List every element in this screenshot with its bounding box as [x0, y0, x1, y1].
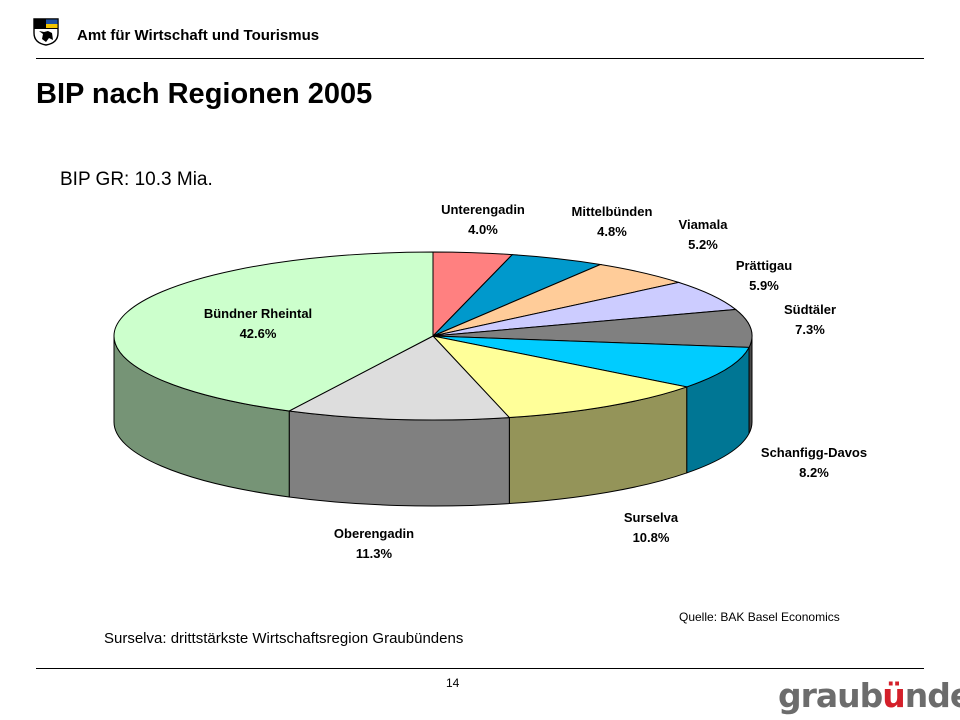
- pie-slice-sudtaler: [432, 308, 753, 348]
- slice-label-surselva: Surselva: [624, 510, 679, 525]
- slice-value-viamala: 5.2%: [688, 237, 718, 252]
- slice-value-prattigau: 5.9%: [749, 278, 779, 293]
- slice-value-bundner-rheintal: 42.6%: [240, 326, 277, 341]
- slice-label-unterengadin: Unterengadin: [441, 202, 525, 217]
- source-note: Quelle: BAK Basel Economics: [679, 610, 840, 624]
- pie-slice-bundner-rheintal: [113, 251, 434, 412]
- slice-value-schanfigg-davos: 8.2%: [799, 465, 829, 480]
- pie-slice-surselva: [431, 335, 689, 419]
- page-title: BIP nach Regionen 2005: [36, 78, 373, 110]
- slice-label-oberengadin: Oberengadin: [334, 526, 414, 541]
- slice-label-sudtaler: Südtäler: [784, 302, 836, 317]
- slice-label-viamala: Viamala: [679, 217, 729, 232]
- slice-label-mittelbunden: Mittelbünden: [572, 204, 653, 219]
- organization-name: Amt für Wirtschaft und Tourismus: [77, 27, 320, 44]
- pie-slice-schanfigg-davos: [432, 335, 750, 388]
- pie-slice-oberengadin: [287, 335, 511, 421]
- slice-label-schanfigg-davos: Schanfigg-Davos: [761, 445, 867, 460]
- page-number: 14: [446, 676, 460, 690]
- slice-value-oberengadin: 11.3%: [356, 546, 393, 561]
- slice-value-mittelbunden: 4.8%: [597, 224, 627, 239]
- footnote: Surselva: drittstärkste Wirtschaftsregio…: [104, 630, 464, 647]
- slice-value-sudtaler: 7.3%: [795, 322, 825, 337]
- header-divider: [36, 58, 924, 59]
- slice-value-surselva: 10.8%: [633, 530, 670, 545]
- coat-of-arms-logo: [33, 18, 59, 46]
- slice-label-prattigau: Prättigau: [736, 258, 792, 273]
- slice-label-bundner-rheintal: Bündner Rheintal: [204, 306, 312, 321]
- footer-divider: [36, 668, 924, 669]
- slice-value-unterengadin: 4.0%: [468, 222, 498, 237]
- pie-side-oberengadin: [288, 410, 510, 507]
- graubuenden-logo: graubünden: [778, 676, 960, 715]
- chart-subtitle: BIP GR: 10.3 Mia.: [60, 169, 213, 190]
